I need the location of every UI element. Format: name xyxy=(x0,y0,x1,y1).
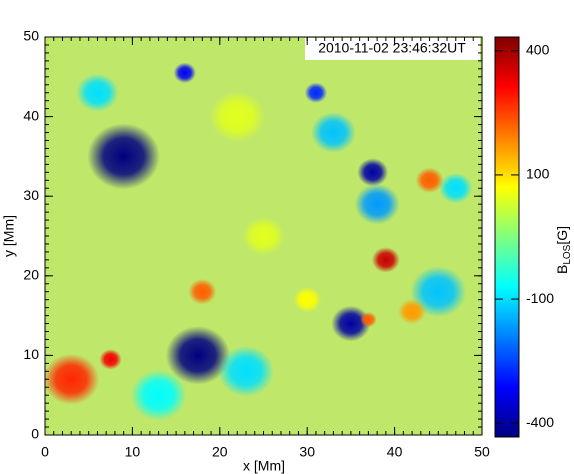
field-patch xyxy=(242,216,285,256)
colorbar-label: BLOS[G] xyxy=(554,226,573,274)
field-patch xyxy=(87,123,161,190)
x-tick-label: 50 xyxy=(474,444,490,460)
field-patch xyxy=(415,167,444,194)
field-patch xyxy=(304,82,328,103)
field-patch xyxy=(130,369,187,421)
y-axis-label: y [Mm] xyxy=(1,215,17,257)
x-axis-label: x [Mm] xyxy=(243,458,285,474)
x-tick-label: 0 xyxy=(41,444,49,460)
y-tick-label: 40 xyxy=(23,107,39,123)
colorbar-tick-label: 100 xyxy=(526,166,550,182)
field-patch xyxy=(438,172,473,204)
field-patch xyxy=(357,158,389,187)
x-tick-label: 30 xyxy=(299,444,315,460)
field-patch xyxy=(99,349,122,370)
colorbar-tick-label: -100 xyxy=(526,290,554,306)
field-patch xyxy=(331,305,371,342)
field-patch xyxy=(371,247,400,273)
field-patch xyxy=(354,183,400,225)
x-tick-label: 10 xyxy=(125,444,141,460)
field-patch xyxy=(209,91,266,143)
x-tick-label: 40 xyxy=(387,444,403,460)
x-tick-label: 20 xyxy=(212,444,228,460)
colorbar-tick-label: -400 xyxy=(526,414,554,430)
field-patch xyxy=(45,353,100,405)
colorbar-label-base: B xyxy=(554,265,570,274)
y-tick-label: 0 xyxy=(31,426,39,442)
field-patch xyxy=(359,311,377,328)
colorbar-tick-label: 400 xyxy=(526,41,550,57)
y-tick-label: 30 xyxy=(23,187,39,203)
timestamp-box xyxy=(305,38,480,60)
colorbar xyxy=(494,36,520,438)
field-patch xyxy=(218,345,274,397)
colorbar-label-sub: LOS xyxy=(562,244,573,264)
y-tick-label: 20 xyxy=(23,267,39,283)
field-patch xyxy=(76,73,119,112)
field-patch xyxy=(410,266,467,318)
y-tick-label: 10 xyxy=(23,346,39,362)
field-patch xyxy=(188,278,217,305)
field-patch xyxy=(173,62,197,84)
field-patch xyxy=(293,286,322,313)
field xyxy=(45,62,473,421)
field-patch xyxy=(311,112,356,153)
y-tick-label: 50 xyxy=(23,28,39,44)
colorbar-label-unit: [G] xyxy=(554,226,570,245)
field-patch xyxy=(398,298,427,325)
field-patch xyxy=(165,326,231,385)
timestamp: 2010-11-02 23:46:32UT xyxy=(318,40,466,56)
